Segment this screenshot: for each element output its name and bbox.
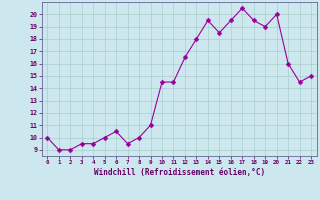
X-axis label: Windchill (Refroidissement éolien,°C): Windchill (Refroidissement éolien,°C) bbox=[94, 168, 265, 177]
